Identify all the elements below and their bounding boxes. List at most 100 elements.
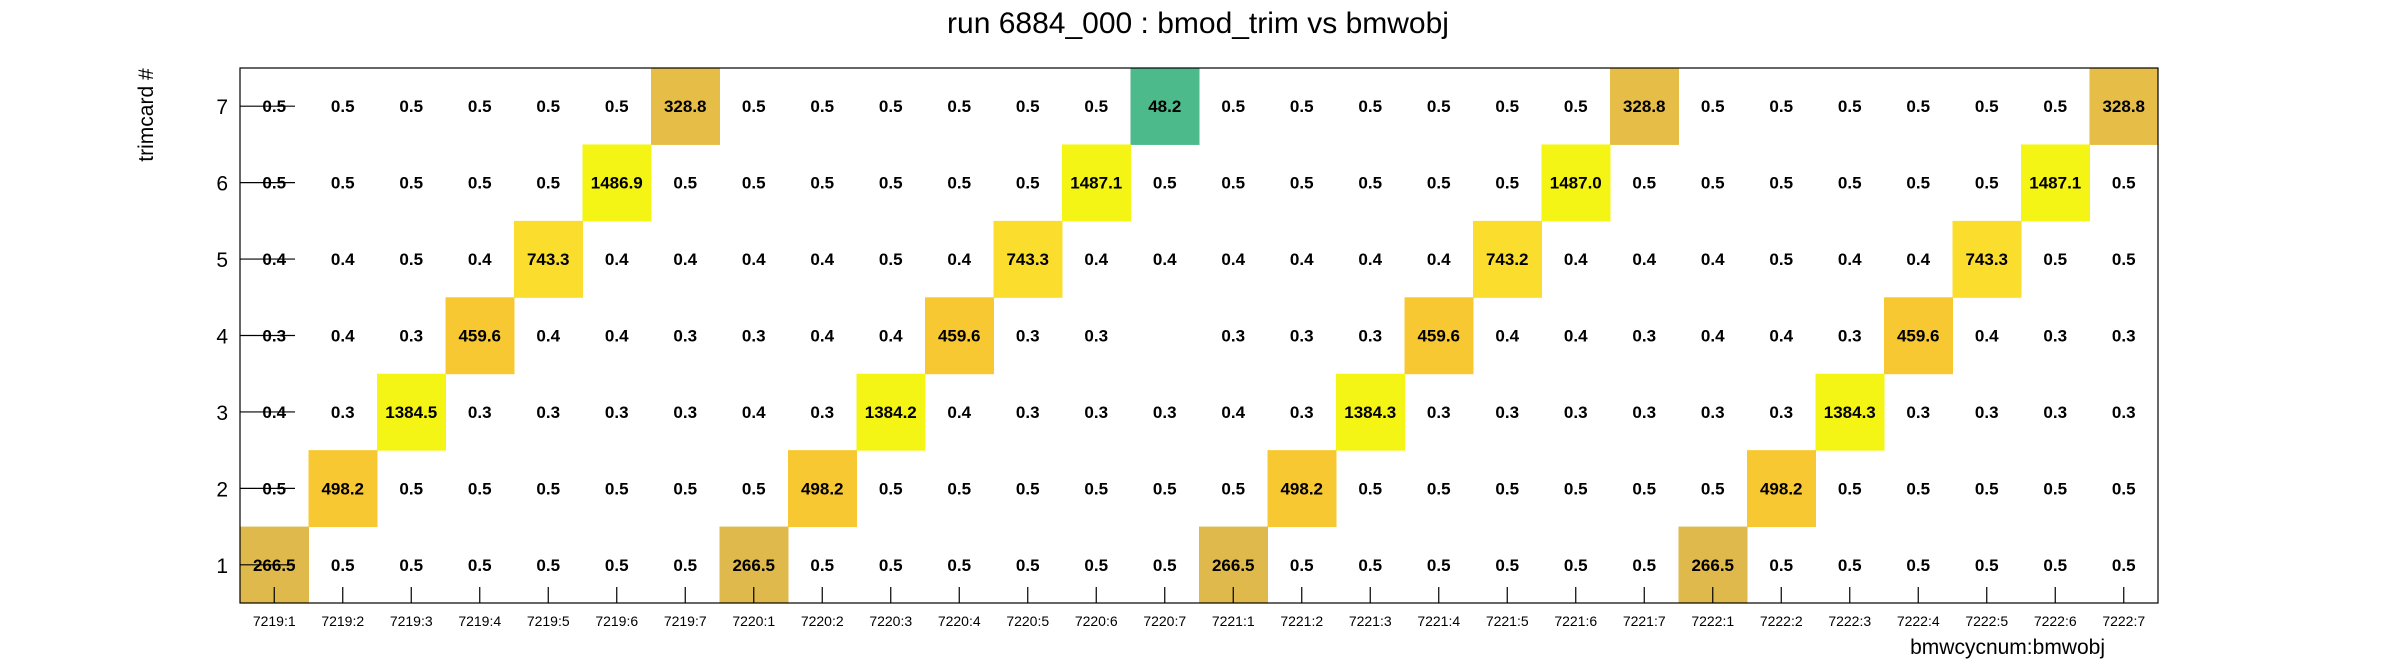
x-tick-label: 7222:7 bbox=[2102, 613, 2145, 629]
cell-value-label: 0.4 bbox=[742, 250, 766, 269]
cell-value-label: 266.5 bbox=[1691, 556, 1734, 575]
cell-value-label: 0.5 bbox=[742, 97, 766, 116]
cell-value-label: 0.5 bbox=[1632, 556, 1656, 575]
cell-value-label: 0.5 bbox=[1564, 97, 1588, 116]
y-tick-label: 2 bbox=[216, 478, 228, 501]
cell-value-label: 0.5 bbox=[1906, 556, 1930, 575]
x-tick-label: 7221:1 bbox=[1212, 613, 1255, 629]
x-tick-label: 7219:2 bbox=[321, 613, 364, 629]
cell-value-label: 0.5 bbox=[1016, 174, 1040, 193]
cell-value-label: 0.5 bbox=[468, 479, 492, 498]
cell-value-label: 0.5 bbox=[468, 97, 492, 116]
x-tick-label: 7222:6 bbox=[2034, 613, 2077, 629]
cell-value-label: 0.5 bbox=[1290, 174, 1314, 193]
cell-value-label: 0.5 bbox=[1084, 97, 1108, 116]
cell-value-label: 0.4 bbox=[1153, 250, 1177, 269]
cell-value-label: 0.5 bbox=[536, 479, 560, 498]
cell-value-label: 0.5 bbox=[1016, 97, 1040, 116]
cell-value-label: 0.3 bbox=[1221, 327, 1245, 346]
cell-value-label: 0.3 bbox=[673, 403, 697, 422]
x-tick-label: 7221:5 bbox=[1486, 613, 1529, 629]
heatmap-cell bbox=[993, 220, 1063, 298]
cell-value-label: 0.3 bbox=[605, 403, 629, 422]
cell-value-label: 0.3 bbox=[1016, 327, 1040, 346]
x-tick-label: 7219:5 bbox=[527, 613, 570, 629]
x-tick-label: 7222:2 bbox=[1760, 613, 1803, 629]
cell-value-label: 0.5 bbox=[331, 556, 355, 575]
cell-value-label: 0.5 bbox=[331, 97, 355, 116]
cell-value-label: 0.5 bbox=[536, 97, 560, 116]
x-tick-label: 7222:3 bbox=[1828, 613, 1871, 629]
cell-value-label: 0.5 bbox=[1769, 556, 1793, 575]
cell-value-label: 0.4 bbox=[1358, 250, 1382, 269]
cell-value-label: 0.5 bbox=[1016, 479, 1040, 498]
heatmap-cell bbox=[788, 450, 857, 528]
heatmap-cell bbox=[445, 297, 515, 375]
cell-value-label: 0.4 bbox=[331, 327, 355, 346]
cell-value-label: 0.5 bbox=[2043, 250, 2067, 269]
cell-value-label: 0.5 bbox=[1564, 479, 1588, 498]
heatmap-cell bbox=[1541, 144, 1611, 222]
cell-value-label: 0.3 bbox=[1290, 403, 1314, 422]
cell-value-label: 0.5 bbox=[1290, 556, 1314, 575]
cell-value-label: 0.3 bbox=[2112, 403, 2136, 422]
heatmap-cell bbox=[1815, 373, 1885, 451]
cell-value-label: 0.5 bbox=[1701, 174, 1725, 193]
cell-value-label: 0.4 bbox=[605, 327, 629, 346]
cell-value-label: 0.5 bbox=[947, 556, 971, 575]
cell-value-label: 0.3 bbox=[1838, 327, 1862, 346]
cell-value-label: 0.5 bbox=[742, 479, 766, 498]
cell-value-label: 0.5 bbox=[605, 556, 629, 575]
cell-value-label: 0.4 bbox=[673, 250, 697, 269]
cell-value-label: 0.5 bbox=[1221, 174, 1245, 193]
x-tick-label: 7221:6 bbox=[1554, 613, 1597, 629]
cell-value-label: 0.4 bbox=[1906, 250, 1930, 269]
cell-value-label: 0.5 bbox=[1701, 97, 1725, 116]
cell-value-label: 0.5 bbox=[1975, 97, 1999, 116]
cell-value-label: 48.2 bbox=[1148, 97, 1181, 116]
cell-value-label: 0.5 bbox=[2043, 556, 2067, 575]
cell-value-label: 0.3 bbox=[1495, 403, 1519, 422]
heatmap-cell bbox=[856, 373, 926, 451]
x-tick-label: 7221:3 bbox=[1349, 613, 1392, 629]
cell-value-label: 1486.9 bbox=[591, 174, 643, 193]
cell-value-label: 0.5 bbox=[1495, 479, 1519, 498]
y-tick-label: 4 bbox=[216, 326, 228, 349]
cell-value-label: 459.6 bbox=[938, 327, 981, 346]
cell-value-label: 0.3 bbox=[1632, 327, 1656, 346]
x-tick-label: 7220:5 bbox=[1006, 613, 1049, 629]
cell-value-label: 0.3 bbox=[1084, 403, 1108, 422]
cell-value-label: 0.3 bbox=[2043, 403, 2067, 422]
cell-value-label: 0.5 bbox=[399, 97, 423, 116]
cell-value-label: 0.4 bbox=[1632, 250, 1656, 269]
cell-value-label: 0.5 bbox=[605, 479, 629, 498]
cell-value-label: 0.3 bbox=[742, 327, 766, 346]
heatmap-cell bbox=[2021, 144, 2090, 222]
cell-value-label: 266.5 bbox=[1212, 556, 1255, 575]
heatmap-cell bbox=[582, 144, 652, 222]
cell-value-label: 266.5 bbox=[732, 556, 775, 575]
cell-value-label: 0.5 bbox=[2112, 174, 2136, 193]
cell-value-label: 0.5 bbox=[1358, 97, 1382, 116]
cell-value-label: 1487.1 bbox=[1070, 174, 1122, 193]
cell-value-label: 0.5 bbox=[1906, 479, 1930, 498]
cell-value-label: 0.4 bbox=[1769, 327, 1793, 346]
cell-value-label: 0.5 bbox=[947, 174, 971, 193]
cell-value-label: 0.5 bbox=[1084, 479, 1108, 498]
heatmap-cell bbox=[514, 220, 583, 298]
x-tick-label: 7222:4 bbox=[1897, 613, 1940, 629]
x-tick-label: 7221:4 bbox=[1417, 613, 1460, 629]
cell-value-label: 0.5 bbox=[1358, 479, 1382, 498]
cell-value-label: 0.5 bbox=[742, 174, 766, 193]
cell-value-label: 0.3 bbox=[2112, 327, 2136, 346]
cell-value-label: 0.3 bbox=[399, 327, 423, 346]
cell-value-label: 0.3 bbox=[1427, 403, 1451, 422]
cell-value-label: 1384.3 bbox=[1344, 403, 1396, 422]
x-tick-label: 7220:1 bbox=[732, 613, 775, 629]
x-tick-label: 7221:7 bbox=[1623, 613, 1666, 629]
cell-value-label: 0.3 bbox=[1564, 403, 1588, 422]
cell-value-label: 0.3 bbox=[673, 327, 697, 346]
cell-value-label: 0.4 bbox=[1084, 250, 1108, 269]
x-tick-label: 7220:3 bbox=[869, 613, 912, 629]
